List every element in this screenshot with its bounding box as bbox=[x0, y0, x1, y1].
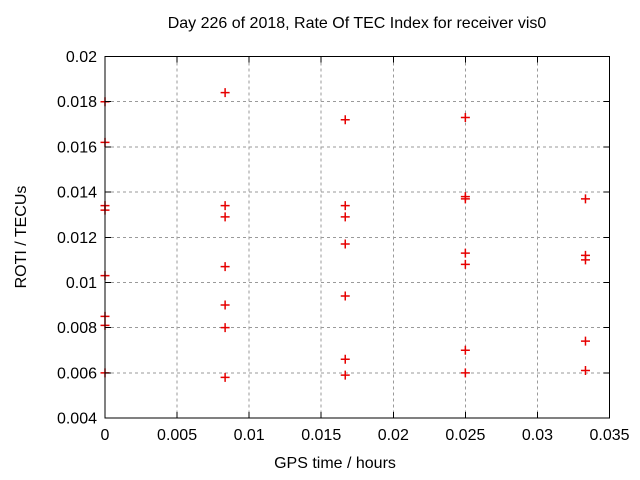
x-tick-label: 0.03 bbox=[522, 427, 553, 444]
y-tick-label: 0.016 bbox=[57, 139, 97, 156]
x-tick-label: 0.01 bbox=[234, 427, 265, 444]
x-tick-label: 0.02 bbox=[378, 427, 409, 444]
data-point bbox=[580, 366, 590, 376]
x-tick-label: 0.035 bbox=[589, 427, 629, 444]
data-point bbox=[220, 323, 230, 333]
x-axis-label: GPS time / hours bbox=[274, 455, 396, 472]
data-point bbox=[460, 248, 470, 258]
y-tick-label: 0.006 bbox=[57, 365, 97, 382]
data-point bbox=[340, 239, 350, 249]
data-point bbox=[340, 115, 350, 125]
chart-title: Day 226 of 2018, Rate Of TEC Index for r… bbox=[167, 15, 547, 32]
data-point bbox=[580, 336, 590, 346]
data-point bbox=[460, 194, 470, 204]
x-tick-label: 0.015 bbox=[301, 427, 341, 444]
x-tick-label: 0.025 bbox=[445, 427, 485, 444]
data-point bbox=[340, 201, 350, 211]
y-tick-label: 0.02 bbox=[66, 49, 97, 66]
y-tick-label: 0.004 bbox=[57, 411, 97, 428]
y-tick-label: 0.014 bbox=[57, 185, 97, 202]
data-point bbox=[460, 113, 470, 123]
data-point bbox=[580, 194, 590, 204]
data-point bbox=[340, 354, 350, 364]
data-point bbox=[220, 372, 230, 382]
y-tick-label: 0.018 bbox=[57, 94, 97, 111]
data-point bbox=[340, 370, 350, 380]
data-point bbox=[460, 368, 470, 378]
x-tick-label: 0.005 bbox=[157, 427, 197, 444]
data-point bbox=[220, 300, 230, 310]
y-tick-label: 0.008 bbox=[57, 320, 97, 337]
x-tick-label: 0 bbox=[101, 427, 110, 444]
data-point bbox=[220, 201, 230, 211]
data-point bbox=[340, 212, 350, 222]
data-point bbox=[460, 345, 470, 355]
data-point bbox=[220, 88, 230, 98]
data-point bbox=[220, 212, 230, 222]
data-point bbox=[460, 259, 470, 269]
data-point bbox=[340, 291, 350, 301]
data-point bbox=[220, 262, 230, 272]
y-tick-label: 0.012 bbox=[57, 230, 97, 247]
data-point bbox=[580, 255, 590, 265]
y-tick-label: 0.01 bbox=[66, 275, 97, 292]
